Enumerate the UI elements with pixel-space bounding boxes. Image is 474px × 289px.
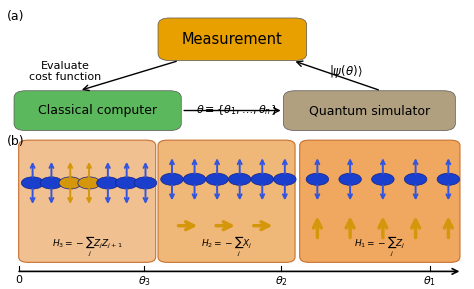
Text: 0: 0	[15, 275, 22, 285]
Text: $\theta \equiv \{\theta_1,\ldots,\theta_n\}$: $\theta \equiv \{\theta_1,\ldots,\theta_…	[196, 103, 278, 117]
Ellipse shape	[116, 177, 138, 189]
Text: $\theta_2$: $\theta_2$	[274, 275, 288, 288]
Ellipse shape	[251, 173, 273, 185]
Ellipse shape	[59, 177, 82, 189]
Ellipse shape	[40, 177, 63, 189]
Text: $\theta_3$: $\theta_3$	[137, 275, 151, 288]
Ellipse shape	[372, 173, 394, 185]
Ellipse shape	[404, 173, 427, 185]
Text: (b): (b)	[7, 135, 25, 148]
Ellipse shape	[206, 173, 228, 185]
Ellipse shape	[228, 173, 251, 185]
Ellipse shape	[339, 173, 361, 185]
Text: $H_3 = -\sum_j Z_j Z_{j+1}$: $H_3 = -\sum_j Z_j Z_{j+1}$	[52, 235, 123, 259]
Ellipse shape	[78, 177, 100, 189]
Text: Quantum simulator: Quantum simulator	[309, 104, 430, 117]
Ellipse shape	[97, 177, 119, 189]
Ellipse shape	[21, 177, 44, 189]
FancyBboxPatch shape	[300, 140, 460, 262]
FancyBboxPatch shape	[14, 91, 181, 131]
Ellipse shape	[161, 173, 183, 185]
Text: Classical computer: Classical computer	[38, 104, 157, 117]
FancyBboxPatch shape	[158, 140, 295, 262]
Text: $\theta_1$: $\theta_1$	[423, 275, 436, 288]
FancyBboxPatch shape	[158, 18, 307, 60]
FancyBboxPatch shape	[283, 91, 456, 131]
Ellipse shape	[183, 173, 206, 185]
Ellipse shape	[306, 173, 328, 185]
FancyBboxPatch shape	[18, 140, 155, 262]
Ellipse shape	[437, 173, 460, 185]
Text: $H_2 = -\sum_j X_j$: $H_2 = -\sum_j X_j$	[201, 235, 252, 259]
Text: Measurement: Measurement	[182, 32, 283, 47]
Text: $H_1 = -\sum_j Z_j$: $H_1 = -\sum_j Z_j$	[354, 235, 405, 259]
Text: (a): (a)	[7, 10, 25, 23]
Ellipse shape	[273, 173, 296, 185]
Text: $|\psi(\theta)\rangle$: $|\psi(\theta)\rangle$	[329, 63, 363, 80]
Ellipse shape	[134, 177, 157, 189]
Text: Evaluate
cost function: Evaluate cost function	[29, 61, 101, 82]
